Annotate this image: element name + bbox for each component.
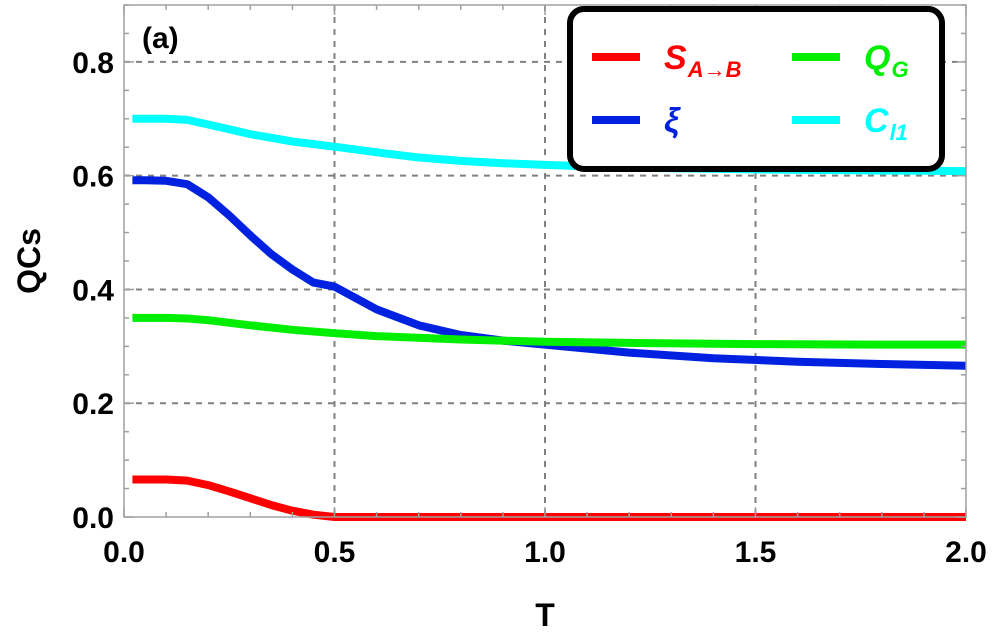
x-axis-label: T [535,597,555,633]
y-tick-label: 0.2 [72,388,114,421]
legend-entry-0: SA→B [664,39,742,82]
y-tick-label: 0.8 [72,47,114,80]
series-lines [132,114,967,521]
x-tick-label: 2.0 [945,536,987,569]
y-axis-label: QCs [11,228,47,294]
legend: SA→B QG ξ Cl1 [567,6,945,172]
legend-entry-2: QG [864,39,909,82]
legend-entry-1: ξ [664,102,681,140]
legend-box [567,6,945,172]
y-tick-label: 0.0 [72,502,114,535]
y-tick-label: 0.6 [72,161,114,194]
series-line-1 [132,176,967,370]
series-line-2 [132,313,966,349]
x-tick-label: 1.0 [524,536,566,569]
legend-entry-3: Cl1 [864,102,908,145]
x-tick-label: 0.5 [314,536,356,569]
x-tick-label: 1.5 [735,536,777,569]
x-tick-label: 0.0 [103,536,145,569]
series-line-0 [132,475,966,521]
y-tick-label: 0.4 [72,274,114,307]
panel-label: (a) [142,22,179,55]
tick-labels: 0.0 0.5 1.0 1.5 2.0 0.0 0.2 0.4 0.6 0.8 [72,47,987,569]
